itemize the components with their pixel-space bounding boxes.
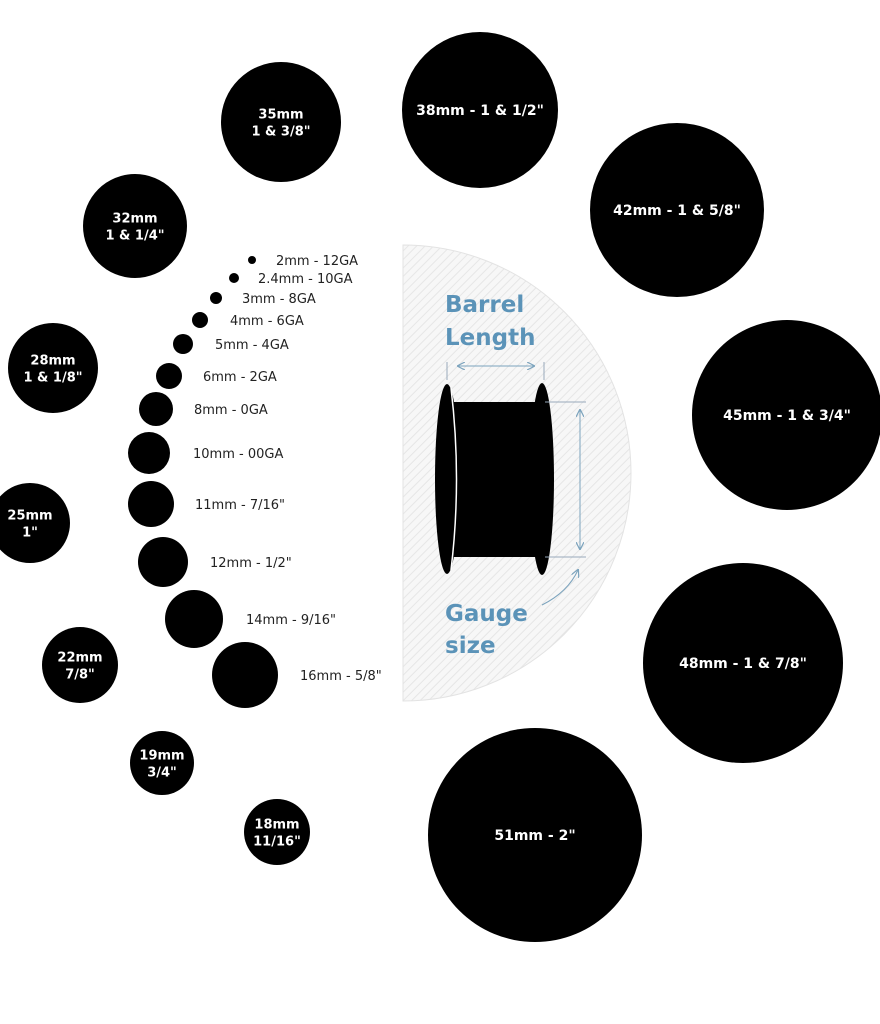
gauge-item: 48mm - 1 & 7/8"	[643, 563, 843, 763]
gauge-item: 2.4mm - 10GA	[229, 272, 353, 287]
gauge-label: 2.4mm - 10GA	[258, 272, 353, 287]
gauge-circle	[590, 123, 764, 297]
gauge-label: 25mm	[7, 509, 52, 524]
gauge-item: 5mm - 4GA	[173, 334, 289, 354]
gauge-item: 28mm 1 & 1/8"	[8, 323, 98, 413]
gauge-item: 25mm 1"	[0, 483, 70, 563]
gauge-item: 32mm 1 & 1/4"	[83, 174, 187, 278]
gauge-label: 51mm - 2"	[494, 828, 575, 844]
small-gauge-circles: 2mm - 12GA 2.4mm - 10GA 3mm - 8GA 4mm - 6GA…	[128, 254, 382, 708]
gauge-label: 11/16"	[253, 835, 301, 850]
gauge-label: 1 & 3/8"	[251, 125, 310, 140]
gauge-item: 38mm - 1 & 1/2"	[402, 32, 558, 188]
gauge-label: 2mm - 12GA	[276, 254, 358, 269]
gauge-item: 2mm - 12GA	[248, 254, 358, 269]
gauge-circle	[221, 62, 341, 182]
gauge-label: 28mm	[30, 354, 75, 369]
gauge-item: 8mm - 0GA	[139, 392, 268, 426]
gauge-circle	[248, 256, 256, 264]
plug-back-flare	[530, 383, 554, 575]
gauge-circle	[83, 174, 187, 278]
gauge-label: 38mm - 1 & 1/2"	[416, 103, 544, 119]
gauge-label: 45mm - 1 & 3/4"	[723, 408, 851, 424]
gauge-label: 14mm - 9/16"	[246, 613, 336, 628]
gauge-circle	[229, 273, 239, 283]
gauge-label: 12mm - 1/2"	[210, 556, 292, 571]
gauge-label: 22mm	[57, 651, 102, 666]
barrel-label-1: Barrel	[445, 292, 524, 318]
gauge-item: 3mm - 8GA	[210, 292, 316, 307]
gauge-item: 35mm 1 & 3/8"	[221, 62, 341, 182]
gauge-label: 7/8"	[65, 668, 95, 683]
gauge-item: 19mm 3/4"	[130, 731, 194, 795]
barrel-label-2: Length	[445, 325, 535, 351]
gauge-label: 32mm	[112, 212, 157, 227]
gauge-circle	[138, 537, 188, 587]
gauge-label: 18mm	[254, 818, 299, 833]
gauge-label: 1 & 1/8"	[23, 371, 82, 386]
gauge-circle	[128, 481, 174, 527]
gauge-circle	[128, 432, 170, 474]
gauge-label-2: size	[445, 633, 496, 659]
gauge-label: 42mm - 1 & 5/8"	[613, 203, 741, 219]
gauge-circle	[428, 728, 642, 942]
gauge-circle	[165, 590, 223, 648]
gauge-item: 10mm - 00GA	[128, 432, 283, 474]
gauge-label: 4mm - 6GA	[230, 314, 304, 329]
gauge-circle	[192, 312, 208, 328]
gauge-circle	[130, 731, 194, 795]
gauge-label: 16mm - 5/8"	[300, 669, 382, 684]
gauge-item: 16mm - 5/8"	[212, 642, 382, 708]
gauge-label: 5mm - 4GA	[215, 338, 289, 353]
gauge-circle	[173, 334, 193, 354]
gauge-item: 18mm 11/16"	[244, 799, 310, 865]
gauge-label: 10mm - 00GA	[193, 447, 283, 462]
gauge-item: 11mm - 7/16"	[128, 481, 285, 527]
gauge-item: 6mm - 2GA	[156, 363, 277, 389]
gauge-label: 3mm - 8GA	[242, 292, 316, 307]
gauge-item: 22mm 7/8"	[42, 627, 118, 703]
gauge-label: 1 & 1/4"	[105, 229, 164, 244]
gauge-pointer-arrow	[541, 570, 578, 606]
gauge-item: 4mm - 6GA	[192, 312, 304, 329]
gauge-label: 8mm - 0GA	[194, 403, 268, 418]
gauge-item: 51mm - 2"	[428, 728, 642, 942]
gauge-label: 1"	[22, 526, 38, 541]
gauge-circle	[402, 32, 558, 188]
gauge-item: 45mm - 1 & 3/4"	[692, 320, 880, 510]
gauge-label: 19mm	[139, 749, 184, 764]
gauge-label: 6mm - 2GA	[203, 370, 277, 385]
gauge-circle	[8, 323, 98, 413]
gauge-circle	[156, 363, 182, 389]
gauge-circle	[643, 563, 843, 763]
gauge-circle	[139, 392, 173, 426]
gauge-circle	[244, 799, 310, 865]
gauge-circle	[212, 642, 278, 708]
gauge-circle	[0, 483, 70, 563]
gauge-item: 42mm - 1 & 5/8"	[590, 123, 764, 297]
gauge-circle	[210, 292, 222, 304]
gauge-label-1: Gauge	[445, 601, 528, 627]
gauge-label: 48mm - 1 & 7/8"	[679, 656, 807, 672]
gauge-circle	[692, 320, 880, 510]
large-gauge-circles: 18mm 11/16" 19mm 3/4" 22mm 7/8" 25mm 1" 28mm 1 & …	[0, 32, 880, 942]
gauge-label: 35mm	[258, 108, 303, 123]
plug-diagram-panel: Barrel Length Gauge size	[402, 244, 632, 702]
gauge-label: 11mm - 7/16"	[195, 498, 285, 513]
plug-icon	[450, 402, 545, 557]
gauge-item: 12mm - 1/2"	[138, 537, 292, 587]
plug-front-flare	[435, 384, 459, 574]
gauge-label: 3/4"	[147, 766, 177, 781]
gauge-circle	[42, 627, 118, 703]
gauge-item: 14mm - 9/16"	[165, 590, 336, 648]
